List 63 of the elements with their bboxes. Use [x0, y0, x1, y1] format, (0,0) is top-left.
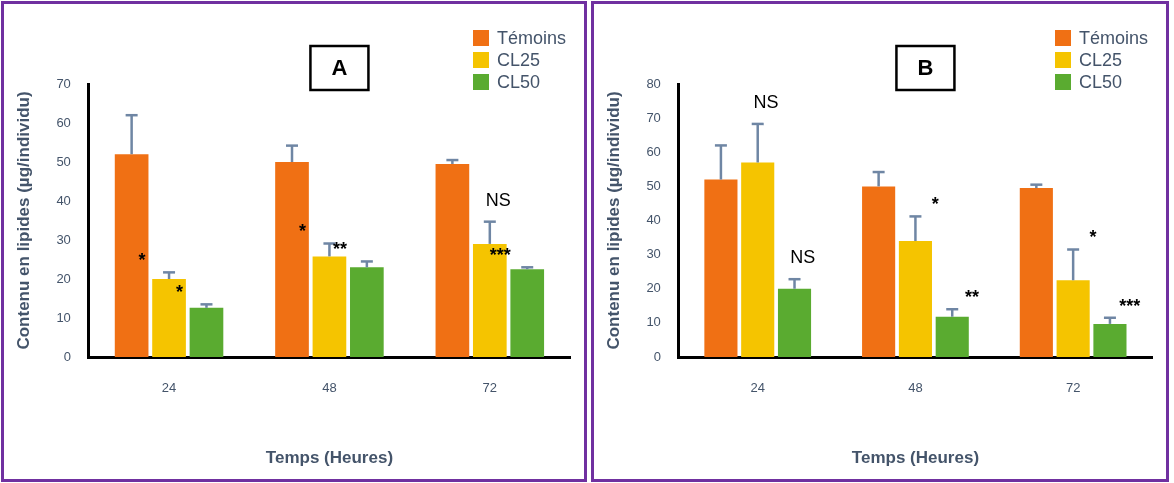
annotation: * [1089, 227, 1097, 248]
y-tick-label: 0 [653, 348, 661, 364]
annotation: * [138, 250, 146, 271]
y-tick-label: 0 [63, 348, 71, 364]
bar [189, 307, 224, 357]
annotation: ** [332, 239, 347, 260]
legend-label: Témoins [1078, 27, 1149, 48]
annotation: * [176, 282, 184, 303]
bar [312, 256, 347, 357]
x-tick-label: 48 [908, 380, 923, 396]
annotation: NS [753, 91, 779, 112]
y-tick-label: 40 [56, 192, 71, 208]
y-tick-label: 20 [646, 280, 661, 296]
y-axis-title: Contenu en lipides (µg/individu) [603, 91, 623, 350]
y-tick-label: 30 [646, 246, 661, 262]
x-axis-title: Temps (Heures) [851, 448, 980, 468]
bar [704, 179, 738, 357]
x-axis-title: Temps (Heures) [265, 448, 394, 468]
bar [898, 240, 932, 357]
bar [114, 154, 149, 357]
bar [862, 186, 896, 357]
bar [275, 162, 309, 357]
legend-label: CL25 [1078, 49, 1123, 70]
y-tick-label: 70 [56, 75, 71, 91]
bar [777, 288, 812, 357]
legend-label: Témoins [496, 27, 567, 48]
y-tick-label: 60 [646, 143, 661, 159]
bar [935, 316, 969, 357]
bar [1056, 280, 1090, 357]
y-tick-label: 60 [56, 114, 71, 130]
legend-label: CL25 [496, 49, 541, 70]
legend-label: CL50 [496, 71, 541, 92]
x-tick-label: 72 [482, 380, 498, 396]
annotation: *** [1119, 295, 1141, 316]
y-tick-label: 80 [646, 75, 661, 91]
bar [510, 269, 545, 357]
x-tick-label: 48 [322, 380, 337, 396]
bar [1093, 323, 1127, 357]
y-tick-label: 70 [646, 109, 661, 125]
chart-title: A [331, 55, 348, 81]
annotation: * [298, 221, 306, 242]
y-tick-label: 40 [646, 212, 661, 228]
annotation: ** [965, 287, 980, 308]
y-tick-label: 50 [56, 153, 71, 169]
x-tick-label: 24 [750, 380, 765, 396]
x-tick-label: 24 [161, 380, 177, 396]
bar [152, 279, 186, 357]
chart-title: B [917, 55, 934, 81]
bar [741, 162, 775, 357]
annotation: NS [485, 189, 511, 210]
bar [350, 267, 384, 357]
y-axis-title: Contenu en lipides (µg/individu) [13, 91, 33, 350]
y-tick-label: 10 [56, 309, 71, 325]
annotation: NS [790, 247, 816, 268]
bar [1019, 188, 1053, 357]
y-tick-label: 20 [56, 270, 71, 286]
y-tick-label: 10 [646, 314, 661, 330]
y-tick-label: 50 [646, 177, 661, 193]
x-tick-label: 72 [1065, 380, 1081, 396]
annotation: * [931, 194, 939, 215]
y-tick-label: 30 [56, 231, 71, 247]
bar [435, 163, 470, 357]
legend-label: CL50 [1078, 71, 1123, 92]
